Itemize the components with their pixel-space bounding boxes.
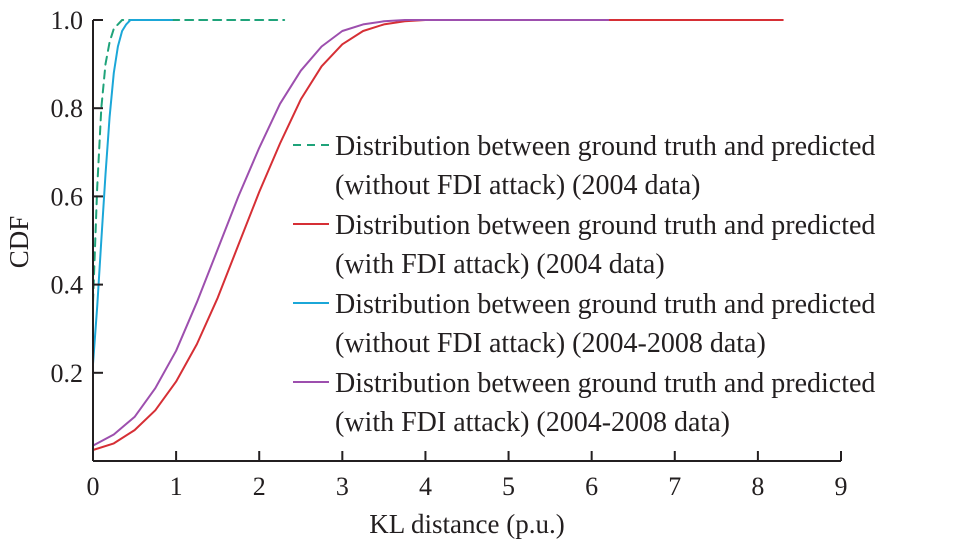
x-tick-label: 8 — [751, 472, 764, 501]
series-line-3 — [92, 19, 173, 365]
x-tick-label: 5 — [502, 472, 515, 501]
x-tick-label: 2 — [253, 472, 266, 501]
x-tick-label: 1 — [170, 472, 183, 501]
y-axis-title: CDF — [4, 216, 34, 269]
x-tick-label: 4 — [419, 472, 432, 501]
y-axis: 0.2 0.4 0.6 0.8 1.0 — [51, 6, 103, 461]
x-axis-title: KL distance (p.u.) — [369, 509, 564, 539]
legend-label-3-line-2: (without FDI attack) (2004-2008 data) — [335, 328, 766, 359]
y-tick-label: 1.0 — [51, 6, 84, 35]
legend-label-3-line-1: Distribution between ground truth and pr… — [335, 289, 875, 320]
legend-label-1-line-2: (without FDI attack) (2004 data) — [335, 170, 700, 201]
series-line-1 — [92, 19, 286, 304]
legend-label-1-line-1: Distribution between ground truth and pr… — [335, 131, 875, 162]
plot-area — [92, 19, 784, 451]
legend-label-2-line-1: Distribution between ground truth and pr… — [335, 210, 875, 241]
x-tick-label: 0 — [87, 472, 100, 501]
x-tick-label: 6 — [585, 472, 598, 501]
legend-label-4-line-1: Distribution between ground truth and pr… — [335, 368, 875, 399]
legend-label-4-line-2: (with FDI attack) (2004-2008 data) — [335, 407, 730, 438]
y-tick-label: 0.2 — [51, 359, 84, 388]
x-axis: 0 1 2 3 4 5 6 7 8 9 — [87, 451, 848, 501]
series-line-4 — [92, 19, 610, 447]
legend: Distribution between ground truth and pr… — [293, 131, 875, 438]
x-tick-label: 3 — [336, 472, 349, 501]
y-tick-label: 0.8 — [51, 94, 84, 123]
legend-label-2-line-2: (with FDI attack) (2004 data) — [335, 249, 665, 280]
x-tick-label: 9 — [835, 472, 848, 501]
y-tick-label: 0.6 — [51, 182, 84, 211]
x-tick-label: 7 — [668, 472, 681, 501]
y-tick-label: 0.4 — [51, 271, 84, 300]
